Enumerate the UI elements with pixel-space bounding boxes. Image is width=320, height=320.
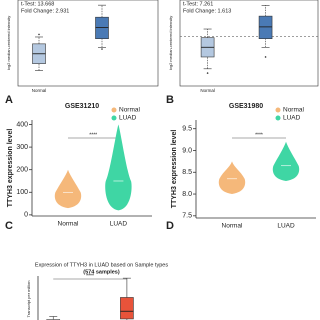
y-axis-label: log2 median-centered intensity xyxy=(168,16,173,70)
annotation: t-Test: 7.261 xyxy=(183,1,213,7)
panel-label: D xyxy=(166,220,174,232)
annotation: Fold Change: 1.613 xyxy=(183,8,231,14)
panel-label: C xyxy=(5,220,13,232)
y-tick-label: 8.0 xyxy=(182,191,192,198)
outlier xyxy=(264,56,267,58)
legend-label: LUAD xyxy=(119,115,137,122)
chart-title: GSE31210 xyxy=(65,103,99,110)
y-axis-label: Transcript per million xyxy=(26,281,31,318)
y-axis-label: TTYH3 expression level xyxy=(171,130,178,209)
y-axis-label: TTYH3 expression level xyxy=(7,129,14,208)
y-tick-label: 200 xyxy=(16,167,28,174)
y-tick-label: 400 xyxy=(16,121,28,128)
violin xyxy=(218,161,246,195)
y-tick-label: 0 xyxy=(24,212,28,219)
x-tick-label: LUAD xyxy=(277,223,295,230)
box xyxy=(258,15,273,40)
significance: **** xyxy=(86,273,94,279)
annotation: Fold Change: 2.931 xyxy=(21,8,69,14)
y-tick-label: 7.5 xyxy=(182,213,192,220)
panel-label: B xyxy=(166,94,174,106)
legend-swatch xyxy=(111,107,117,113)
y-tick-label: 8.5 xyxy=(182,169,192,176)
significance: **** xyxy=(89,132,97,138)
y-tick-label: 9.0 xyxy=(182,147,192,154)
legend-label: Normal xyxy=(119,107,141,114)
plot-frame xyxy=(179,0,319,87)
x-tick-label: Normal xyxy=(58,221,80,228)
legend-swatch xyxy=(275,115,281,121)
legend-label: Normal xyxy=(283,107,305,114)
violin xyxy=(54,169,82,209)
y-tick-label: 100 xyxy=(16,189,28,196)
x-tick-label: Normal xyxy=(222,223,244,230)
violin xyxy=(105,124,132,211)
panel-label: A xyxy=(5,94,13,106)
box xyxy=(120,297,134,320)
chart-title: Expression of TTYH3 in LUAD based on Sam… xyxy=(35,262,168,268)
chart-title: GSE31980 xyxy=(229,103,263,110)
x-tick-label: LUAD xyxy=(110,221,128,228)
outlier xyxy=(206,72,209,74)
y-tick-label: 300 xyxy=(16,144,28,151)
annotation: t-Test: 13.668 xyxy=(21,1,54,7)
chart-subtitle: (574 samples) xyxy=(83,269,120,275)
legend-swatch xyxy=(275,107,281,113)
legend-swatch xyxy=(111,115,117,121)
outlier xyxy=(38,33,40,36)
outlier xyxy=(101,48,103,50)
significance: **** xyxy=(255,132,263,138)
x-tick-label: Normal xyxy=(200,88,215,93)
legend-label: LUAD xyxy=(283,115,301,122)
y-tick-label: 9.5 xyxy=(182,126,192,133)
violin xyxy=(272,141,300,181)
plot-frame xyxy=(17,0,159,87)
y-axis-label: log2 median-centered intensity xyxy=(6,16,11,70)
x-tick-label: Normal xyxy=(32,88,47,93)
